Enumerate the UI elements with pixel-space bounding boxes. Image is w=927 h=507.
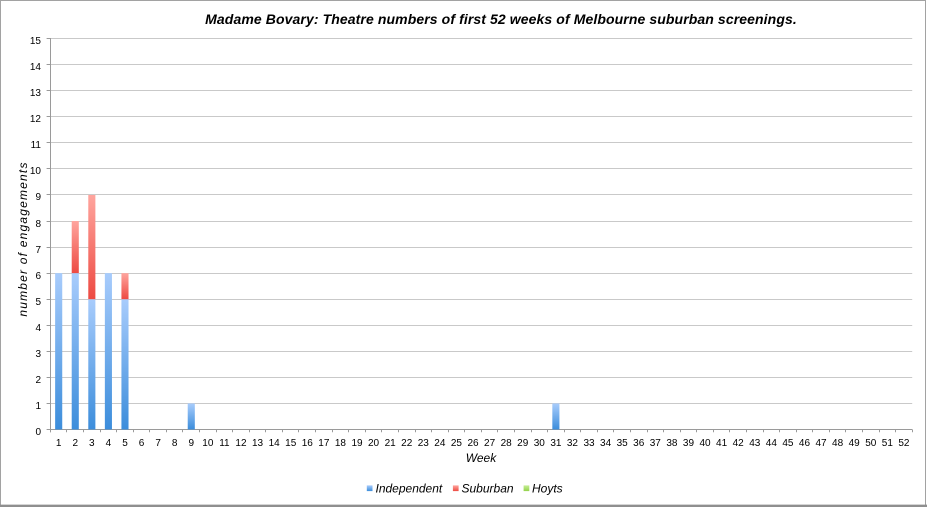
svg-text:1: 1	[56, 438, 62, 449]
svg-text:24: 24	[434, 438, 446, 449]
svg-text:18: 18	[335, 438, 347, 449]
svg-text:16: 16	[302, 438, 314, 449]
svg-text:48: 48	[832, 438, 844, 449]
svg-text:9: 9	[35, 192, 41, 203]
svg-text:12: 12	[235, 438, 247, 449]
svg-text:31: 31	[550, 438, 562, 449]
svg-text:5: 5	[35, 297, 41, 308]
svg-text:38: 38	[666, 438, 678, 449]
svg-text:25: 25	[451, 438, 463, 449]
svg-text:3: 3	[35, 349, 41, 360]
svg-text:45: 45	[782, 438, 794, 449]
svg-text:13: 13	[252, 438, 264, 449]
svg-text:52: 52	[898, 438, 910, 449]
svg-text:Independent: Independent	[376, 481, 443, 495]
svg-text:6: 6	[139, 438, 145, 449]
svg-text:47: 47	[815, 438, 827, 449]
svg-text:number of engagements: number of engagements	[16, 161, 30, 316]
svg-text:4: 4	[106, 438, 112, 449]
svg-text:11: 11	[219, 438, 230, 449]
svg-text:36: 36	[633, 438, 645, 449]
svg-text:5: 5	[122, 438, 128, 449]
svg-text:46: 46	[799, 438, 811, 449]
svg-text:15: 15	[285, 438, 297, 449]
svg-text:37: 37	[650, 438, 662, 449]
svg-text:3: 3	[89, 438, 95, 449]
svg-text:49: 49	[849, 438, 861, 449]
svg-text:17: 17	[318, 438, 330, 449]
svg-text:4: 4	[35, 323, 41, 334]
svg-text:34: 34	[600, 438, 612, 449]
svg-text:35: 35	[617, 438, 629, 449]
svg-text:21: 21	[385, 438, 397, 449]
svg-text:30: 30	[534, 438, 546, 449]
svg-text:2: 2	[72, 438, 78, 449]
svg-text:15: 15	[30, 36, 42, 47]
svg-text:Suburban: Suburban	[462, 481, 514, 495]
svg-text:19: 19	[351, 438, 363, 449]
svg-text:27: 27	[484, 438, 496, 449]
svg-text:0: 0	[35, 427, 41, 438]
svg-text:11: 11	[31, 140, 42, 151]
svg-text:9: 9	[188, 438, 194, 449]
svg-text:14: 14	[30, 62, 42, 73]
svg-text:50: 50	[865, 438, 877, 449]
svg-text:32: 32	[567, 438, 579, 449]
svg-text:14: 14	[269, 438, 281, 449]
svg-text:29: 29	[517, 438, 529, 449]
svg-text:8: 8	[35, 219, 41, 230]
svg-text:7: 7	[35, 245, 41, 256]
svg-text:40: 40	[699, 438, 711, 449]
svg-text:51: 51	[882, 438, 894, 449]
svg-text:2: 2	[35, 375, 41, 386]
svg-text:23: 23	[418, 438, 430, 449]
svg-text:26: 26	[467, 438, 479, 449]
svg-text:13: 13	[30, 88, 42, 99]
svg-text:33: 33	[583, 438, 595, 449]
svg-text:8: 8	[172, 438, 178, 449]
svg-text:44: 44	[766, 438, 778, 449]
svg-text:28: 28	[501, 438, 513, 449]
svg-text:Hoyts: Hoyts	[532, 481, 563, 495]
svg-text:12: 12	[30, 114, 42, 125]
svg-text:41: 41	[716, 438, 728, 449]
svg-text:10: 10	[202, 438, 214, 449]
svg-text:42: 42	[733, 438, 745, 449]
svg-text:39: 39	[683, 438, 695, 449]
svg-text:Week: Week	[466, 451, 497, 465]
svg-text:Madame Bovary: Theatre numbers: Madame Bovary: Theatre numbers of first …	[205, 11, 797, 27]
svg-text:20: 20	[368, 438, 380, 449]
svg-text:1: 1	[35, 401, 41, 412]
svg-text:10: 10	[30, 166, 42, 177]
svg-text:6: 6	[35, 271, 41, 282]
svg-text:43: 43	[749, 438, 761, 449]
svg-text:7: 7	[155, 438, 161, 449]
svg-text:22: 22	[401, 438, 413, 449]
